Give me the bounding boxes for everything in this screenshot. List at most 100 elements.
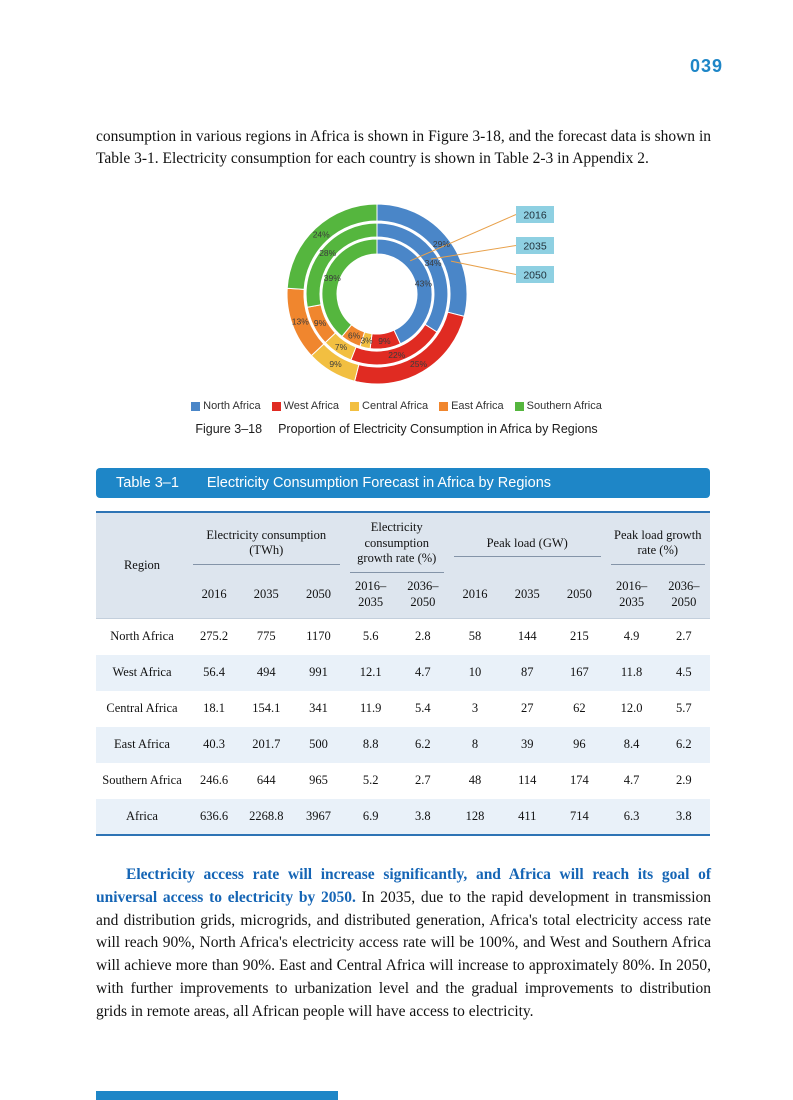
footer-bar [96,1091,338,1100]
value-cell: 8.4 [623,737,640,752]
value-cell: 275.2 [200,629,229,644]
column-subheader: 2035 [514,586,540,601]
donut-percent-label: 39% [323,273,340,283]
value-cell: 48 [468,773,482,788]
value-cell: 3.8 [676,808,692,823]
table-title-label: Table 3–1 [116,475,179,491]
figure-block: 2016 2035 2050 43% 9% 3% 6% 39% 34% 22% 7% 9% 28% 29%… [0,192,793,436]
donut-percent-label: 29% [432,239,449,249]
leader-line-2035 [430,245,516,260]
value-cell: 5.2 [362,773,379,788]
value-cell: 6.9 [362,808,379,823]
figure-caption: Figure 3–18 Proportion of Electricity Con… [0,422,793,436]
value-cell: 644 [256,773,276,788]
value-cell: 2.9 [676,773,692,788]
closing-lead: Electricity access rate will increase si… [96,865,711,906]
table-row: North Africa 275.2 775 1170 5.6 2.8 58 144 215 4.… [96,619,710,655]
value-cell: 11.9 [359,701,382,716]
column-subheader: 2036– 2050 [407,578,439,609]
column-group-label: Peak load growth rate (%) [610,521,705,566]
leader-line-2050 [450,260,516,275]
table-title-bar: Table 3–1 Electricity Consumption Forecas… [96,468,710,498]
donut-percent-label: 3% [360,335,373,345]
column-group-header: Peak load growth rate (%) [606,512,711,573]
region-cell: Central Africa [106,701,178,716]
value-cell: 6.2 [676,737,692,752]
legend-item: West Africa [271,400,340,412]
donut-percent-label: 34% [424,258,441,268]
donut-segment-2035-southern-africa [305,222,377,308]
legend-swatch [439,401,449,411]
region-header-cell: Region [123,558,161,573]
figure-caption-text: Proportion of Electricity Consumption in… [278,422,598,436]
column-subheader: 2035 [253,586,279,601]
intro-paragraph: consumption in various regions in Africa… [96,128,711,167]
value-cell: 12.1 [359,665,382,680]
year-box-2050 [515,266,554,283]
donut-percent-label: 7% [334,342,347,352]
legend-item: North Africa [191,400,261,412]
donut-percent-label: 9% [313,318,326,328]
value-cell: 246.6 [200,773,229,788]
value-cell: 5.4 [415,701,431,716]
legend-label: West Africa [283,400,340,412]
value-cell: 3967 [305,808,331,823]
value-cell: 8 [471,737,479,752]
value-cell: 12.0 [620,701,643,716]
column-subheader: 2050 [305,586,331,601]
column-subheader: 2016 [201,586,227,601]
value-cell: 144 [517,629,537,644]
value-cell: 10 [468,665,482,680]
legend-item: Central Africa [350,400,428,412]
legend-item: Southern Africa [514,400,602,412]
value-cell: 500 [309,737,328,752]
value-cell: 5.6 [362,629,379,644]
year-box-label: 2016 [523,210,547,222]
table-row: Africa 636.6 2268.8 3967 6.9 3.8 128 411 714 6.3 3… [96,798,710,835]
legend-swatch [271,401,281,411]
table-row: Central Africa 18.1 154.1 341 11.9 5.4 3 27 62 12… [96,691,710,727]
value-cell: 2268.8 [249,808,284,823]
table-title-text: Electricity Consumption Forecast in Afri… [206,475,552,491]
value-cell: 40.3 [203,737,226,752]
value-cell: 4.7 [415,665,431,680]
value-cell: 494 [256,665,276,680]
legend-swatch [514,401,524,411]
forecast-table: Region Electricity consumption (TWh) Elect… [96,511,710,836]
column-group-header: Electricity consumption (TWh) [188,512,345,573]
legend-swatch [350,401,360,411]
column-group-label: Peak load (GW) [453,529,601,558]
figure-caption-label: Figure 3–18 [195,422,263,436]
value-cell: 3 [471,701,479,716]
value-cell: 128 [465,808,485,823]
value-cell: 114 [518,773,537,788]
legend-label: East Africa [451,400,504,412]
donut-segment-2016-southern-africa [320,238,377,338]
legend-label: North Africa [203,400,261,412]
legend-label: Central Africa [362,400,429,412]
table-row: East Africa 40.3 201.7 500 8.8 6.2 8 39 96 8.4 6.2 [96,726,710,763]
column-subheader: 2016 [462,586,488,601]
closing-rest: In 2035, due to the rapid development in… [96,888,712,1021]
value-cell: 775 [256,629,276,644]
value-cell: 27 [520,701,534,716]
column-group-label: Electricity consumption (TWh) [193,521,340,566]
table-row: West Africa 56.4 494 991 12.1 4.7 10 87 167 11.8 4… [96,654,710,691]
closing-paragraph: Electricity access rate will increase si… [96,864,711,1025]
donut-percent-label: 28% [319,248,336,258]
year-box-label: 2035 [523,241,547,253]
value-cell: 1170 [306,629,331,644]
legend-item: East Africa [439,400,504,412]
value-cell: 62 [573,701,586,716]
value-cell: 18.1 [203,701,226,716]
value-cell: 2.8 [415,629,431,644]
donut-percent-label: 25% [409,359,426,369]
value-cell: 201.7 [252,737,281,752]
column-subheader: 2016– 2035 [355,578,387,609]
value-cell: 2.7 [676,629,692,644]
donut-percent-label: 9% [329,359,342,369]
donut-chart: 2016 2035 2050 43% 9% 3%6% 39% 34% 22% 7% 9% 28% 29%… [286,203,554,385]
value-cell: 87 [520,665,534,680]
value-cell: 215 [570,629,589,644]
value-cell: 636.6 [200,808,229,823]
